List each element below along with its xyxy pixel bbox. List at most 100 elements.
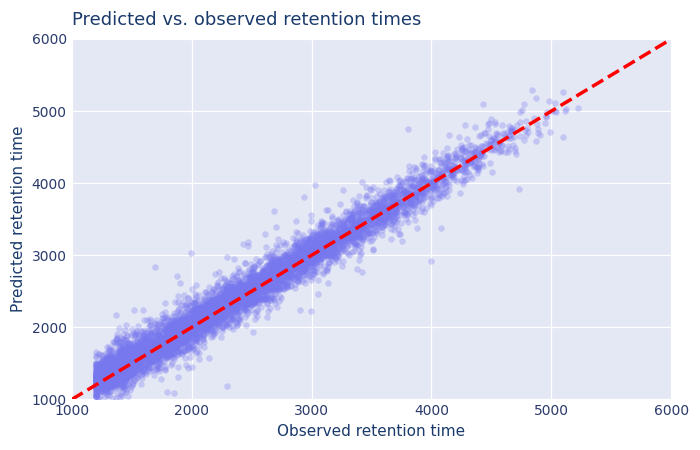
Point: [125, 386, 136, 393]
Point: [162, 324, 174, 332]
Point: [274, 278, 285, 285]
Point: [458, 164, 469, 171]
Point: [416, 174, 428, 181]
Point: [248, 281, 259, 288]
Point: [181, 330, 192, 337]
Point: [96, 375, 107, 382]
Point: [282, 256, 293, 264]
Point: [144, 323, 155, 330]
Point: [311, 258, 322, 265]
Point: [245, 293, 256, 300]
Point: [90, 368, 101, 375]
Point: [298, 252, 309, 260]
Point: [132, 374, 143, 381]
Point: [317, 255, 328, 262]
Point: [209, 304, 220, 311]
Point: [330, 222, 342, 229]
Point: [348, 202, 359, 209]
Point: [241, 279, 253, 286]
Point: [254, 284, 265, 291]
Point: [354, 219, 365, 226]
Point: [108, 363, 119, 370]
Point: [233, 297, 244, 305]
Point: [139, 338, 150, 345]
Point: [304, 233, 316, 240]
Point: [218, 300, 230, 307]
Point: [179, 318, 190, 325]
Point: [344, 231, 355, 238]
Point: [366, 215, 377, 222]
Point: [494, 137, 505, 144]
Point: [279, 251, 290, 258]
Point: [202, 320, 213, 328]
Point: [153, 337, 164, 344]
Point: [97, 366, 108, 373]
Point: [260, 278, 271, 285]
Point: [314, 243, 326, 250]
Point: [192, 307, 203, 315]
Point: [220, 289, 231, 297]
Point: [315, 248, 326, 255]
Point: [253, 279, 264, 286]
Point: [437, 172, 448, 179]
Point: [335, 234, 346, 242]
Point: [108, 376, 120, 383]
Point: [269, 267, 280, 274]
Point: [145, 351, 156, 358]
Point: [293, 249, 304, 256]
Point: [209, 321, 220, 328]
Point: [255, 257, 266, 265]
Point: [90, 352, 101, 359]
Point: [179, 355, 190, 362]
Point: [103, 369, 114, 376]
Point: [374, 190, 386, 198]
Point: [348, 197, 359, 204]
Point: [307, 246, 318, 253]
Point: [354, 224, 365, 231]
Point: [459, 164, 470, 171]
Point: [433, 185, 444, 193]
Point: [138, 351, 149, 358]
Point: [266, 279, 277, 287]
Point: [487, 168, 498, 176]
Point: [93, 361, 104, 369]
Point: [457, 178, 468, 185]
Point: [216, 306, 228, 314]
Point: [233, 315, 244, 323]
Point: [112, 368, 123, 375]
Point: [325, 252, 336, 259]
Point: [172, 328, 183, 335]
Point: [219, 297, 230, 304]
Point: [337, 236, 348, 243]
Point: [218, 312, 229, 319]
Point: [153, 355, 164, 362]
Point: [388, 200, 399, 207]
Point: [387, 197, 398, 204]
Point: [160, 343, 171, 351]
Point: [349, 240, 360, 247]
Point: [365, 201, 376, 208]
Point: [221, 287, 232, 294]
Point: [113, 372, 125, 379]
Point: [167, 339, 178, 346]
Point: [120, 336, 132, 343]
Point: [550, 108, 561, 116]
Point: [167, 321, 178, 328]
Point: [252, 281, 263, 288]
Point: [275, 254, 286, 261]
Point: [246, 280, 258, 288]
Point: [265, 262, 276, 269]
Point: [191, 337, 202, 344]
Point: [363, 228, 374, 235]
Point: [519, 100, 530, 108]
Point: [410, 189, 421, 196]
Point: [270, 272, 281, 279]
Point: [372, 219, 384, 226]
Point: [92, 367, 103, 374]
Point: [222, 285, 233, 292]
Point: [246, 288, 258, 295]
Point: [225, 309, 237, 316]
Point: [121, 342, 132, 349]
Point: [276, 276, 287, 284]
Point: [435, 159, 447, 166]
